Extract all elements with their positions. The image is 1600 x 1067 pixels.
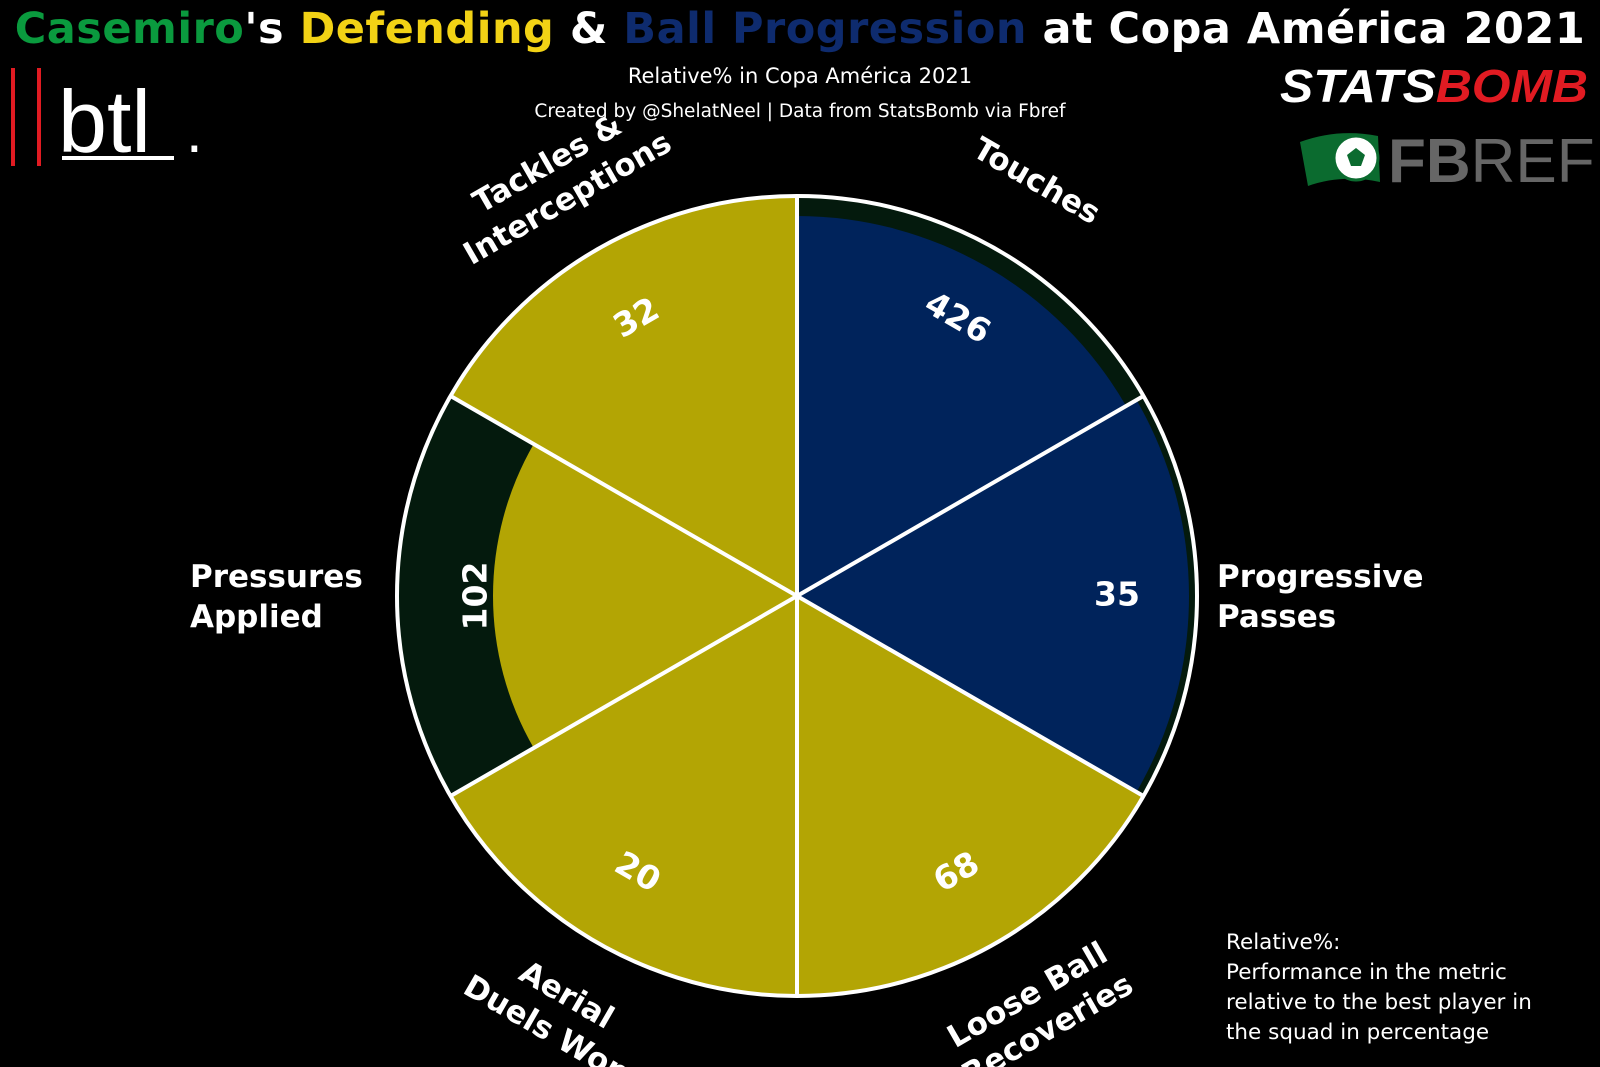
btl-underline [62,156,174,160]
metric-label-line: Progressive [1217,559,1424,595]
fbref-text-ref: REF [1471,127,1595,196]
metric-label: Progressive Passes [1217,559,1424,635]
value-label: 102 [456,562,495,631]
slice-divider [795,394,1145,598]
fbref-logo-text: FBREF [1388,127,1595,196]
metric-label-line: Applied [190,599,323,635]
fbref-text-fb: FB [1388,127,1471,196]
statsbomb-logo: STATS BOMB [1280,62,1588,112]
metric-label: Touches [967,131,1107,232]
title-part-0: Casemiro [14,4,245,54]
metric-label-line: Passes [1217,599,1336,635]
credit-line: Created by @ShelatNeel | Data from Stats… [534,101,1066,122]
slice-divider [795,594,1145,798]
value-label: 35 [1094,575,1140,614]
metric-label-line: Pressures [190,559,363,595]
chart-subtitle: Relative% in Copa América 2021 [627,64,973,88]
relative-note: Relative%: Performance in the metric rel… [1226,928,1586,1048]
title-part-5: at Copa América 2021 [1027,4,1586,54]
title-part-2: Defending [299,4,555,54]
btl-bar-1 [11,68,15,166]
slice-bar [797,400,1189,792]
title-part-4: Ball Progression [623,4,1028,54]
btl-logo-text: btl [58,72,151,170]
fbref-ball-pattern [1347,148,1365,166]
relative-note-text: Performance in the metric relative to th… [1226,960,1532,1045]
metric-label: Pressures Applied [190,559,363,635]
statsbomb-text-bomb: BOMB [1436,62,1588,112]
slice-bar [493,444,797,748]
slice-bar [450,596,797,996]
outer-ring [395,194,1199,998]
statsbomb-text-stats: STATS [1280,62,1436,112]
btl-bar-2 [37,68,41,166]
btl-logo: btl . [11,68,203,170]
metric-label-line: Touches [967,131,1107,232]
statsbomb-logo-text: STATS BOMB [1280,62,1588,112]
title-part-3: & [554,4,624,54]
slice-bar [450,196,797,596]
chart-title: Casemiro's Defending & Ball Progression … [0,4,1600,54]
fbref-logo: FBREF [1300,127,1595,196]
slice-divider [449,394,799,598]
slice-bar [797,216,1127,596]
slice-divider [449,594,799,798]
slice-bar [797,596,1144,996]
btl-logo-dot: . [186,98,203,165]
relative-note-title: Relative%: [1226,930,1341,955]
title-part-1: 's [244,4,300,54]
